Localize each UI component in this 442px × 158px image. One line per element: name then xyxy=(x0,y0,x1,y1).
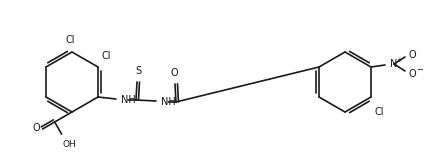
Text: Cl: Cl xyxy=(102,51,111,61)
Text: NH: NH xyxy=(161,97,176,107)
Text: −: − xyxy=(416,66,423,75)
Text: Cl: Cl xyxy=(65,35,75,45)
Text: OH: OH xyxy=(63,140,76,149)
Text: S: S xyxy=(135,66,141,76)
Text: O: O xyxy=(409,50,417,60)
Text: O: O xyxy=(33,123,41,133)
Text: Cl: Cl xyxy=(375,107,385,117)
Text: O: O xyxy=(409,69,417,79)
Text: NH: NH xyxy=(121,95,136,105)
Text: N: N xyxy=(390,59,397,69)
Text: O: O xyxy=(170,68,178,78)
Text: +: + xyxy=(396,57,402,63)
